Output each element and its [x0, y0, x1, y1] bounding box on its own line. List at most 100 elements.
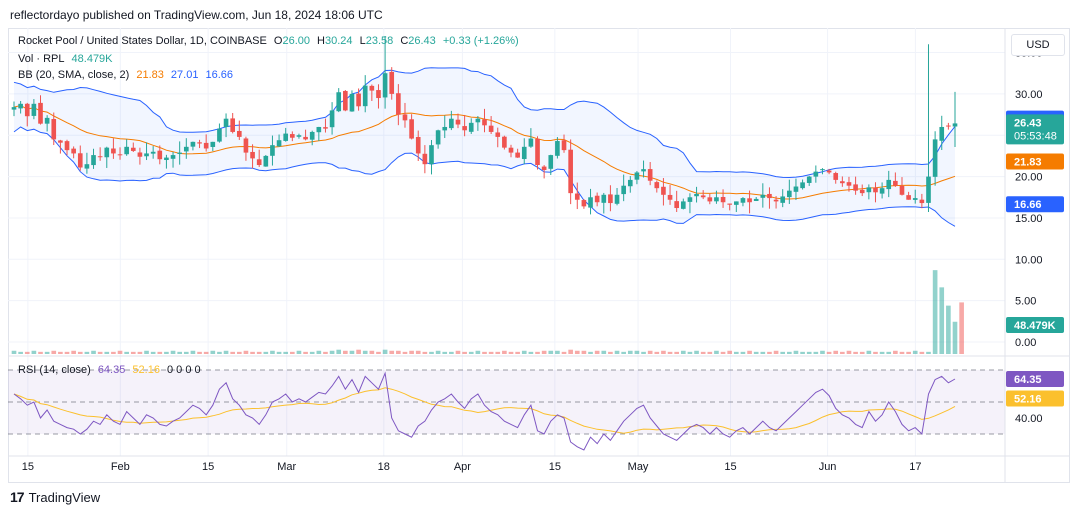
volume-bar: [674, 351, 679, 354]
symbol-legend[interactable]: Rocket Pool / United States Dollar, 1D, …: [18, 35, 523, 47]
candle-body: [641, 169, 646, 172]
high-label: H: [317, 35, 325, 47]
candle-body: [256, 159, 262, 166]
volume-bar: [753, 351, 759, 354]
volume-bar: [932, 270, 938, 354]
volume-bar: [71, 350, 76, 354]
candle-body: [77, 153, 83, 168]
candle-body: [574, 193, 580, 200]
footer[interactable]: 17 TradingView: [10, 489, 100, 505]
candle-body: [521, 146, 527, 160]
candle-body: [561, 140, 567, 151]
candle-body: [97, 156, 103, 158]
volume-bar: [369, 350, 375, 354]
publish-caption: reflectordayo published on TradingView.c…: [10, 8, 383, 22]
volume-bar: [555, 350, 560, 354]
candle-body: [634, 172, 640, 180]
change-value: +0.33 (+1.26%): [442, 35, 519, 47]
volume-bar: [164, 351, 169, 354]
bb-mid-value: 21.83: [136, 69, 164, 81]
volume-bar: [866, 350, 872, 354]
volume-bar: [694, 350, 699, 354]
rsi-badge-label: 64.35: [1014, 374, 1042, 386]
volume-bar: [64, 351, 70, 354]
tradingview-logo-icon: 17: [10, 489, 25, 505]
volume-bar: [442, 351, 448, 354]
volume-legend[interactable]: Vol · RPL 48.479K: [18, 53, 117, 65]
volume-bar: [396, 350, 401, 354]
volume-bar: [502, 350, 507, 354]
candle-body: [707, 197, 713, 202]
volume-bar: [11, 350, 17, 354]
candle-body: [309, 131, 315, 140]
candle-body: [409, 119, 414, 139]
volume-bar: [840, 351, 845, 354]
price-tick-label: 5.00: [1015, 296, 1036, 308]
volume-bar: [568, 349, 573, 354]
currency-button[interactable]: USD: [1011, 34, 1065, 56]
volume-bar: [58, 351, 63, 354]
bb-legend[interactable]: BB (20, SMA, close, 2) 21.83 27.01 16.66: [18, 69, 237, 81]
volume-bar: [760, 351, 766, 354]
volume-bar: [38, 351, 43, 354]
volume-bar: [912, 350, 918, 354]
candle-body: [952, 123, 958, 127]
candle-body: [150, 151, 156, 154]
chart-frame[interactable]: [8, 28, 1070, 483]
volume-bar: [594, 350, 600, 354]
volume-bar: [468, 351, 474, 354]
time-tick-label: Jun: [819, 461, 837, 473]
volume-bar: [959, 302, 964, 354]
candle-body: [647, 169, 653, 181]
rsi-legend[interactable]: RSI (14, close) 64.35 52.16 0 0 0 0: [18, 364, 205, 376]
candle-body: [442, 126, 448, 131]
volume-bar: [130, 351, 136, 354]
volume-bar: [859, 351, 865, 354]
volume-bar: [389, 350, 395, 354]
candle-body: [382, 73, 388, 98]
volume-bar: [210, 350, 216, 354]
volume-bar: [833, 350, 839, 354]
candle-body: [323, 127, 328, 129]
volume-bar: [488, 351, 494, 354]
volume-bar: [727, 350, 733, 354]
candle-body: [893, 180, 898, 186]
candle-body: [84, 164, 90, 169]
candle-body: [449, 118, 454, 129]
volume-bar: [826, 351, 832, 354]
volume-bar: [97, 351, 103, 354]
volume-bar: [740, 351, 746, 354]
volume-bar: [316, 350, 322, 354]
volume-bar: [283, 351, 289, 354]
candle-body: [203, 142, 209, 149]
candle-body: [396, 93, 401, 115]
volume-value: 48.479K: [71, 53, 113, 65]
volume-bar: [475, 350, 481, 354]
candle-body: [853, 184, 858, 191]
volume-bar: [561, 351, 567, 354]
candle-body: [376, 90, 381, 99]
volume-bar: [336, 349, 342, 354]
rsi-badge: [1006, 371, 1064, 388]
volume-bar: [886, 351, 892, 354]
price-badge-label: 16.66: [1014, 199, 1042, 211]
candle-body: [820, 169, 825, 171]
volume-bar: [230, 351, 236, 354]
candle-body: [197, 142, 202, 144]
volume-bar: [767, 351, 772, 354]
brand-name: TradingView: [28, 489, 101, 505]
volume-bar: [495, 351, 501, 354]
candle-body: [356, 93, 361, 107]
candle-body: [190, 141, 196, 147]
candle-body: [429, 145, 434, 165]
volume-bar: [329, 350, 335, 354]
volume-bar: [435, 350, 441, 354]
candle-body: [31, 103, 37, 116]
time-tick-label: May: [628, 461, 649, 473]
volume-bar: [276, 351, 282, 354]
price-tick-label: 30.00: [1015, 89, 1043, 101]
candle-body: [813, 171, 819, 177]
volume-bar: [714, 350, 719, 354]
candle-body: [210, 141, 216, 147]
